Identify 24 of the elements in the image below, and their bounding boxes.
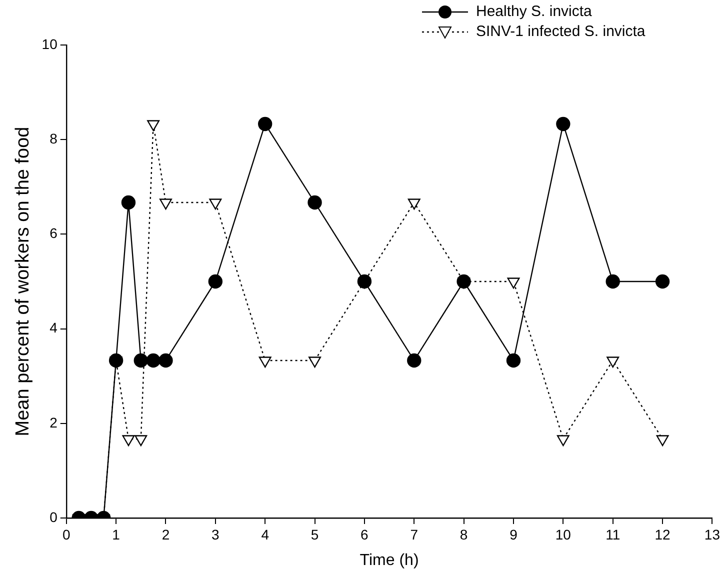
legend-label: Healthy S. invicta <box>476 2 592 22</box>
x-tick-label: 6 <box>360 526 369 542</box>
y-tick-label: 0 <box>50 508 58 525</box>
x-tick-label: 2 <box>162 526 170 542</box>
x-tick-label: 3 <box>212 526 220 542</box>
y-tick-label: 4 <box>50 320 58 336</box>
y-tick-label: 10 <box>42 36 58 52</box>
x-tick-label: 1 <box>112 526 120 542</box>
x-tick-label: 0 <box>62 526 70 542</box>
x-tick-label: 9 <box>510 526 518 542</box>
x-tick-label: 4 <box>261 526 270 542</box>
x-tick-label: 5 <box>310 526 319 542</box>
y-tick-label: 6 <box>50 225 58 242</box>
y-tick-label: 2 <box>50 414 58 430</box>
x-tick-label: 8 <box>460 526 468 542</box>
x-tick-label: 7 <box>410 526 418 542</box>
x-tick-label: 12 <box>654 526 671 542</box>
y-axis-title: Mean percent of workers on the food <box>12 126 34 436</box>
x-axis-title: Time (h) <box>360 552 419 569</box>
x-tick-label: 10 <box>555 526 572 542</box>
x-tick-label: 13 <box>704 526 720 542</box>
legend-label: SINV-1 infected S. invicta <box>476 22 646 42</box>
x-tick-label: 11 <box>606 526 620 542</box>
y-tick-label: 8 <box>50 130 58 146</box>
